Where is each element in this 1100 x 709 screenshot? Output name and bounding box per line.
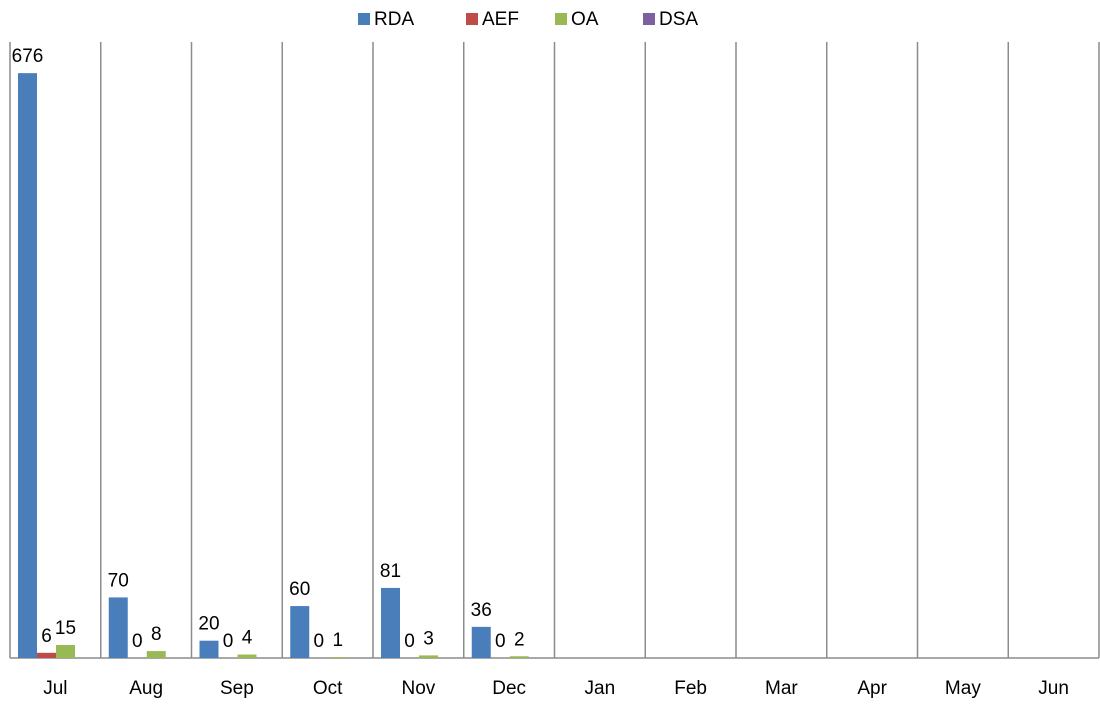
data-label: 2 bbox=[514, 629, 525, 650]
data-label: 15 bbox=[55, 618, 76, 639]
data-label: 0 bbox=[495, 631, 506, 652]
bar bbox=[199, 640, 219, 658]
data-label: 36 bbox=[471, 600, 492, 621]
x-tick-label: Sep bbox=[220, 678, 254, 699]
data-label: 6 bbox=[41, 626, 52, 647]
x-tick-label: Aug bbox=[129, 678, 163, 699]
bar bbox=[56, 645, 75, 658]
x-tick-label: Feb bbox=[674, 678, 707, 699]
bar bbox=[290, 606, 310, 658]
x-tick-label: Jun bbox=[1038, 678, 1069, 699]
bar bbox=[328, 657, 348, 658]
bar bbox=[108, 597, 128, 658]
data-label: 70 bbox=[108, 570, 129, 591]
legend-label: OA bbox=[571, 9, 599, 30]
data-label: 81 bbox=[380, 561, 401, 582]
data-label: 3 bbox=[423, 628, 434, 649]
bar bbox=[237, 654, 257, 658]
data-label: 4 bbox=[242, 628, 253, 649]
x-tick-label: Oct bbox=[313, 678, 343, 699]
data-label: 0 bbox=[404, 631, 415, 652]
x-tick-label: Nov bbox=[401, 678, 435, 699]
data-label: 676 bbox=[12, 46, 44, 67]
data-label: 0 bbox=[132, 631, 143, 652]
data-label: 60 bbox=[289, 579, 310, 600]
bar bbox=[419, 655, 438, 658]
data-label: 1 bbox=[332, 630, 343, 651]
legend-label: AEF bbox=[482, 9, 519, 30]
x-tick-label: Jul bbox=[43, 678, 67, 699]
legend-swatch bbox=[555, 13, 567, 25]
bar bbox=[471, 626, 491, 658]
x-tick-label: May bbox=[945, 678, 981, 699]
bar bbox=[18, 73, 37, 659]
bar bbox=[37, 652, 56, 658]
data-label: 20 bbox=[198, 614, 219, 635]
bar bbox=[381, 587, 400, 658]
x-tick-label: Dec bbox=[492, 678, 526, 699]
legend-swatch bbox=[466, 13, 478, 25]
data-label: 8 bbox=[151, 624, 162, 645]
data-label: 0 bbox=[223, 631, 234, 652]
legend-label: DSA bbox=[659, 9, 698, 30]
x-tick-label: Jan bbox=[585, 678, 616, 699]
x-tick-label: Mar bbox=[765, 678, 798, 699]
data-label: 0 bbox=[313, 631, 324, 652]
bar bbox=[146, 651, 166, 658]
legend-swatch bbox=[643, 13, 655, 25]
legend-label: RDA bbox=[374, 9, 414, 30]
x-tick-label: Apr bbox=[857, 678, 887, 699]
bar bbox=[509, 656, 529, 658]
legend-swatch bbox=[358, 13, 370, 25]
